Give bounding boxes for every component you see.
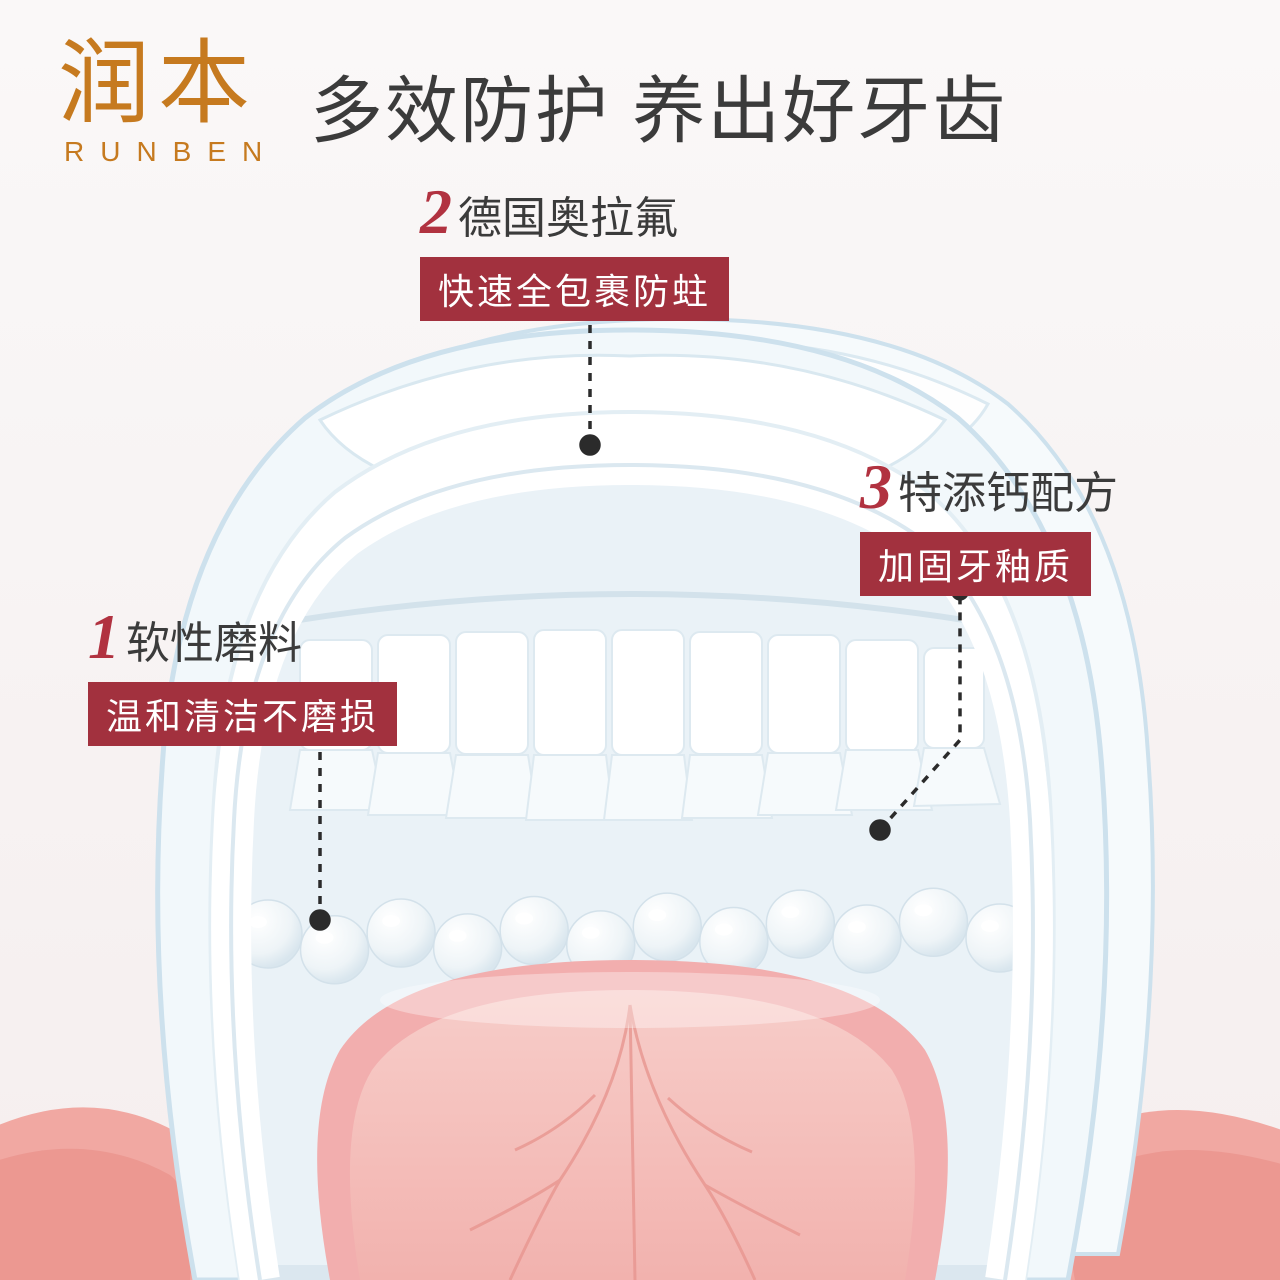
logo-text: 润本 — [58, 38, 278, 130]
headline: 多效防护 养出好牙齿 — [310, 52, 1007, 158]
callout-3: 3特添钙配方 加固牙釉质 — [860, 450, 1118, 596]
callout-1-num: 1 — [88, 600, 120, 674]
callout-1: 1软性磨料 温和清洁不磨损 — [88, 600, 397, 746]
callout-2-tag: 快速全包裹防蛀 — [420, 257, 729, 321]
callout-2: 2德国奥拉氟 快速全包裹防蛀 — [420, 175, 729, 321]
callout-1-tag: 温和清洁不磨损 — [88, 682, 397, 746]
callout-1-title: 软性磨料 — [126, 619, 302, 668]
callout-3-tag: 加固牙釉质 — [860, 532, 1091, 596]
brand-logo: 润本 RUNBEN — [58, 38, 278, 168]
callout-3-title: 特添钙配方 — [898, 469, 1118, 518]
callout-3-num: 3 — [860, 450, 892, 524]
callout-2-num: 2 — [420, 175, 452, 249]
logo-subtext: RUNBEN — [64, 136, 278, 168]
callout-2-title: 德国奥拉氟 — [458, 194, 678, 243]
